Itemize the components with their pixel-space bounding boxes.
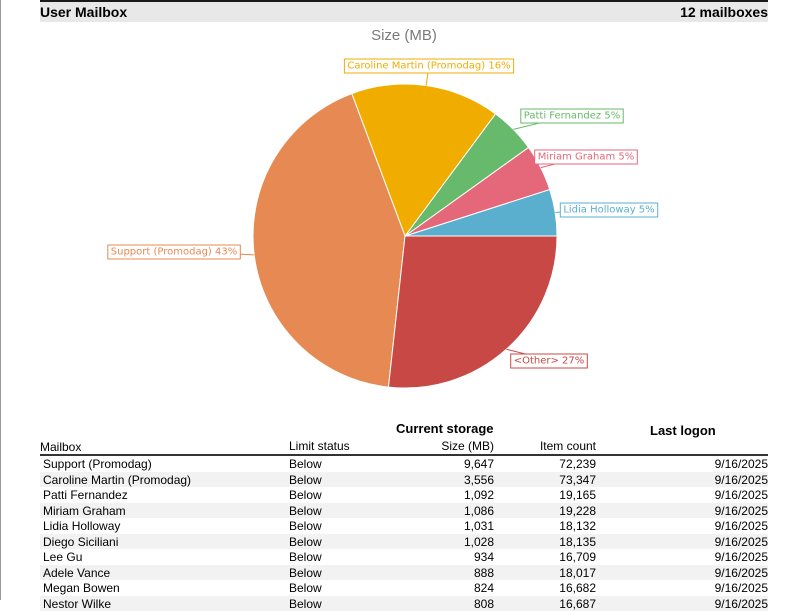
cell-mailbox: Megan Bowen [43, 581, 120, 595]
slice-label-text: Support (Promodag) 43% [111, 247, 237, 258]
cell-limit-status: Below [289, 597, 322, 611]
table-row: Nestor Wilke Below 808 16,687 9/16/2025 [40, 596, 768, 611]
cell-last-logon: 9/16/2025 [715, 519, 768, 533]
slice-label: Lidia Holloway 5% [560, 203, 657, 217]
table-body: Support (Promodag) Below 9,647 72,239 9/16/2… [40, 456, 768, 611]
cell-mailbox: Caroline Martin (Promodag) [43, 473, 191, 487]
cell-last-logon: 9/16/2025 [715, 473, 768, 487]
cell-last-logon: 9/16/2025 [715, 550, 768, 564]
cell-last-logon: 9/16/2025 [715, 535, 768, 549]
cell-limit-status: Below [289, 550, 322, 564]
cell-mailbox: Patti Fernandez [43, 488, 128, 502]
table-row: Adele Vance Below 888 18,017 9/16/2025 [40, 565, 768, 581]
cell-mailbox: Miriam Graham [43, 504, 126, 518]
cell-item-count: 73,347 [559, 473, 596, 487]
slice-label: Caroline Martin (Promodag) 16% [344, 59, 513, 73]
table-row: Lidia Holloway Below 1,031 18,132 9/16/2025 [40, 518, 768, 534]
cell-size: 9,647 [464, 457, 494, 471]
cell-item-count: 19,165 [559, 488, 596, 502]
column-header-item-count: Item count [540, 439, 596, 453]
group-header-last-logon: Last logon [650, 423, 716, 438]
cell-size: 1,086 [464, 504, 494, 518]
cell-item-count: 16,709 [559, 550, 596, 564]
table-row: Megan Bowen Below 824 16,682 9/16/2025 [40, 580, 768, 596]
cell-item-count: 16,682 [559, 581, 596, 595]
slice-label: <Other> 27% [511, 354, 588, 368]
cell-limit-status: Below [289, 535, 322, 549]
table-row: Miriam Graham Below 1,086 19,228 9/16/2025 [40, 503, 768, 519]
table-row: Patti Fernandez Below 1,092 19,165 9/16/2025 [40, 487, 768, 503]
slice-label: Miriam Graham 5% [535, 150, 638, 164]
cell-size: 1,028 [464, 535, 494, 549]
cell-item-count: 16,687 [559, 597, 596, 611]
cell-mailbox: Lidia Holloway [43, 519, 120, 533]
cell-size: 934 [474, 550, 494, 564]
table-row: Diego Siciliani Below 1,028 18,135 9/16/2025 [40, 534, 768, 550]
slice-label-text: Caroline Martin (Promodag) 16% [347, 61, 510, 72]
cell-limit-status: Below [289, 504, 322, 518]
group-header-current-storage: Current storage [396, 421, 494, 436]
cell-mailbox: Adele Vance [43, 566, 110, 580]
cell-limit-status: Below [289, 488, 322, 502]
cell-mailbox: Support (Promodag) [43, 457, 152, 471]
slice-label-text: Miriam Graham 5% [538, 152, 635, 163]
column-header-size: Size (MB) [441, 439, 494, 453]
cell-item-count: 18,017 [559, 566, 596, 580]
cell-last-logon: 9/16/2025 [715, 566, 768, 580]
cell-size: 3,556 [464, 473, 494, 487]
cell-mailbox: Nestor Wilke [43, 597, 111, 611]
cell-size: 888 [474, 566, 494, 580]
table-row: Lee Gu Below 934 16,709 9/16/2025 [40, 549, 768, 565]
column-header-mailbox: Mailbox [40, 440, 81, 454]
cell-item-count: 18,132 [559, 519, 596, 533]
table-row: Caroline Martin (Promodag) Below 3,556 73,3… [40, 472, 768, 488]
cell-last-logon: 9/16/2025 [715, 581, 768, 595]
cell-mailbox: Diego Siciliani [43, 535, 118, 549]
column-header-limit-status: Limit status [289, 439, 350, 453]
cell-item-count: 18,135 [559, 535, 596, 549]
cell-size: 1,031 [464, 519, 494, 533]
slice-label: Support (Promodag) 43% [108, 245, 241, 259]
cell-size: 808 [474, 597, 494, 611]
table-row: Support (Promodag) Below 9,647 72,239 9/16/2… [40, 456, 768, 472]
slice-label-text: <Other> 27% [514, 356, 585, 367]
slice-label-text: Lidia Holloway 5% [563, 205, 654, 216]
cell-last-logon: 9/16/2025 [715, 597, 768, 611]
cell-size: 1,092 [464, 488, 494, 502]
slice-label-text: Patti Fernandez 5% [524, 111, 620, 122]
cell-mailbox: Lee Gu [43, 550, 82, 564]
cell-last-logon: 9/16/2025 [715, 457, 768, 471]
cell-item-count: 72,239 [559, 457, 596, 471]
slice-label: Patti Fernandez 5% [521, 109, 623, 123]
cell-last-logon: 9/16/2025 [715, 504, 768, 518]
cell-item-count: 19,228 [559, 504, 596, 518]
cell-limit-status: Below [289, 519, 322, 533]
pie-chart: Lidia Holloway 5% Miriam Graham 5% Patti F… [0, 0, 800, 415]
cell-size: 824 [474, 581, 494, 595]
cell-limit-status: Below [289, 473, 322, 487]
cell-limit-status: Below [289, 581, 322, 595]
cell-last-logon: 9/16/2025 [715, 488, 768, 502]
cell-limit-status: Below [289, 566, 322, 580]
cell-limit-status: Below [289, 457, 322, 471]
